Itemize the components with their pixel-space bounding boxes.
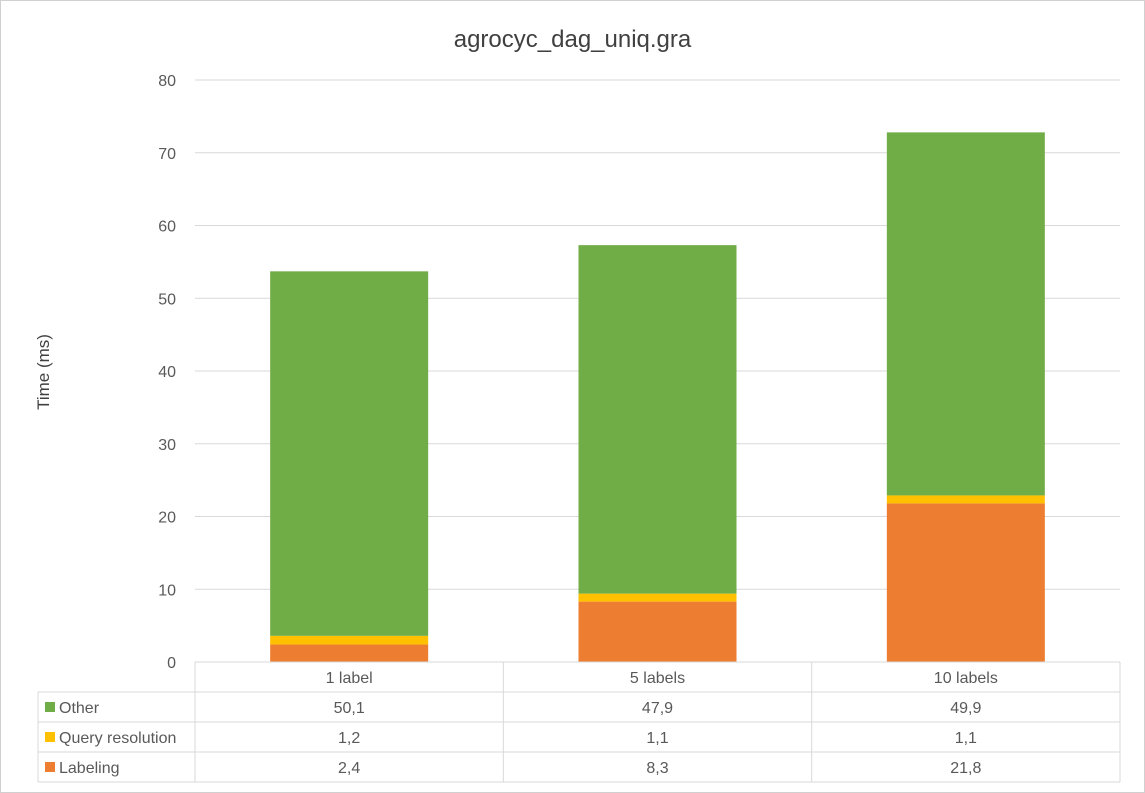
data-label: 8,3 [646, 760, 668, 777]
chart-title: agrocyc_dag_uniq.gra [453, 26, 692, 53]
data-label: 1,1 [955, 730, 977, 747]
y-tick-label: 10 [158, 582, 176, 599]
data-label: 47,9 [642, 700, 673, 717]
y-tick-label: 40 [158, 364, 176, 381]
y-tick-label: 20 [158, 510, 176, 527]
legend-entry: Query resolution [59, 730, 176, 747]
bar-other [578, 245, 737, 594]
y-tick-label: 30 [158, 437, 176, 454]
bar-other [270, 271, 429, 636]
legend-swatch-other [45, 702, 55, 712]
bar-query-resolution [270, 635, 429, 645]
data-label: 1,2 [338, 730, 360, 747]
legend-entry: Labeling [59, 760, 120, 777]
x-tick-label: 1 label [326, 670, 373, 687]
y-tick-label: 0 [167, 655, 176, 672]
legend-swatch-labeling [45, 762, 55, 772]
legend-swatch-query-resolution [45, 732, 55, 742]
y-tick-label: 60 [158, 219, 176, 236]
bar-query-resolution [886, 495, 1045, 504]
data-label: 1,1 [646, 730, 668, 747]
data-label: 2,4 [338, 760, 360, 777]
bar-other [886, 132, 1045, 496]
data-table: 1 label 5 labels 10 labels Other 50,1 47,9 49,… [37, 661, 1121, 783]
bar-labeling [578, 601, 737, 662]
y-tick-label: 50 [158, 291, 176, 308]
y-tick-label: 70 [158, 146, 176, 163]
y-tick-label: 80 [158, 73, 176, 90]
bar-labeling [886, 503, 1045, 662]
data-label: 50,1 [334, 700, 365, 717]
legend-entry: Other [59, 700, 100, 717]
x-tick-label: 10 labels [934, 670, 998, 687]
data-label: 21,8 [950, 760, 981, 777]
bar-query-resolution [578, 593, 737, 602]
x-tick-label: 5 labels [630, 670, 685, 687]
data-label: 49,9 [950, 700, 981, 717]
bars-layer [270, 132, 1045, 662]
bar-labeling [270, 644, 429, 662]
